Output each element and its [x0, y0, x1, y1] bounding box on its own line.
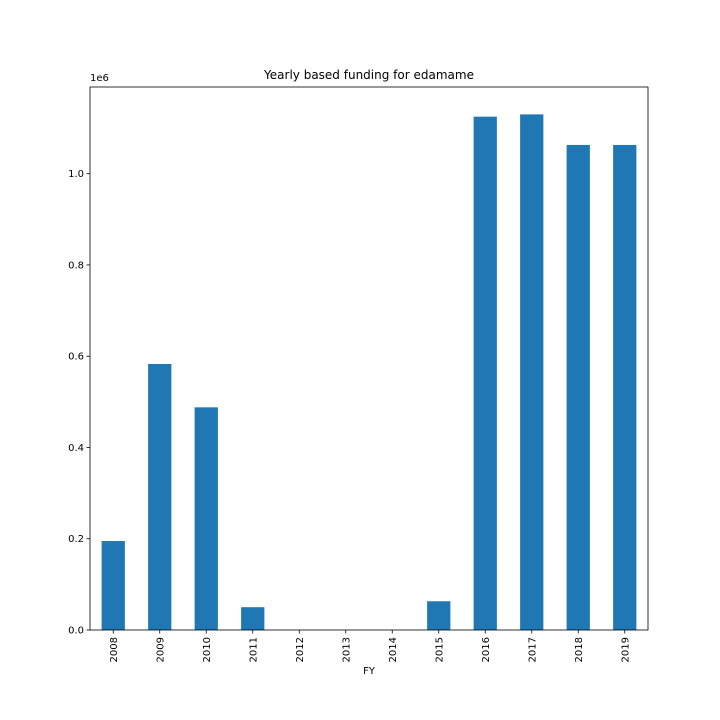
y-axis: 0.0 0.2 0.4 0.6 0.8 1.0 [68, 169, 90, 637]
x-axis-label: FY [363, 666, 376, 677]
x-tick-label: 2017 [527, 637, 538, 662]
bar-2015 [427, 601, 451, 630]
bar-2011 [241, 607, 265, 630]
x-tick-label: 2018 [574, 637, 585, 662]
plot-frame [89, 86, 649, 631]
x-tick-label: 2016 [481, 637, 492, 662]
y-tick-label: 0.0 [68, 626, 84, 637]
x-tick-label: 2008 [109, 637, 120, 662]
bar-2009 [148, 363, 172, 630]
bar-2019 [613, 144, 637, 630]
bar-2008 [101, 541, 125, 630]
x-tick-label: 2015 [434, 637, 445, 662]
x-axis: 2008 2009 2010 2011 2012 2013 2014 2015 2016 2017… [109, 630, 631, 662]
x-tick-label: 2019 [620, 637, 631, 662]
bar-2018 [566, 144, 590, 630]
y-tick-label: 0.4 [68, 443, 84, 454]
y-tick-label: 0.2 [68, 534, 84, 545]
y-tick-label: 0.6 [68, 352, 84, 363]
x-tick-label: 2013 [341, 637, 352, 662]
x-tick-label: 2009 [155, 637, 166, 662]
bar-2010 [194, 407, 218, 630]
bars-group [101, 114, 637, 630]
x-tick-label: 2011 [248, 637, 259, 662]
bar-2017 [520, 114, 544, 630]
y-axis-offset-label: 1e6 [90, 73, 109, 84]
x-tick-label: 2010 [202, 637, 213, 662]
x-tick-label: 2014 [388, 637, 399, 662]
y-tick-label: 1.0 [68, 169, 84, 180]
x-tick-label: 2012 [295, 637, 306, 662]
y-tick-label: 0.8 [68, 260, 84, 271]
chart-title: Yearly based funding for edamame [263, 68, 474, 82]
bar-2016 [473, 116, 497, 630]
